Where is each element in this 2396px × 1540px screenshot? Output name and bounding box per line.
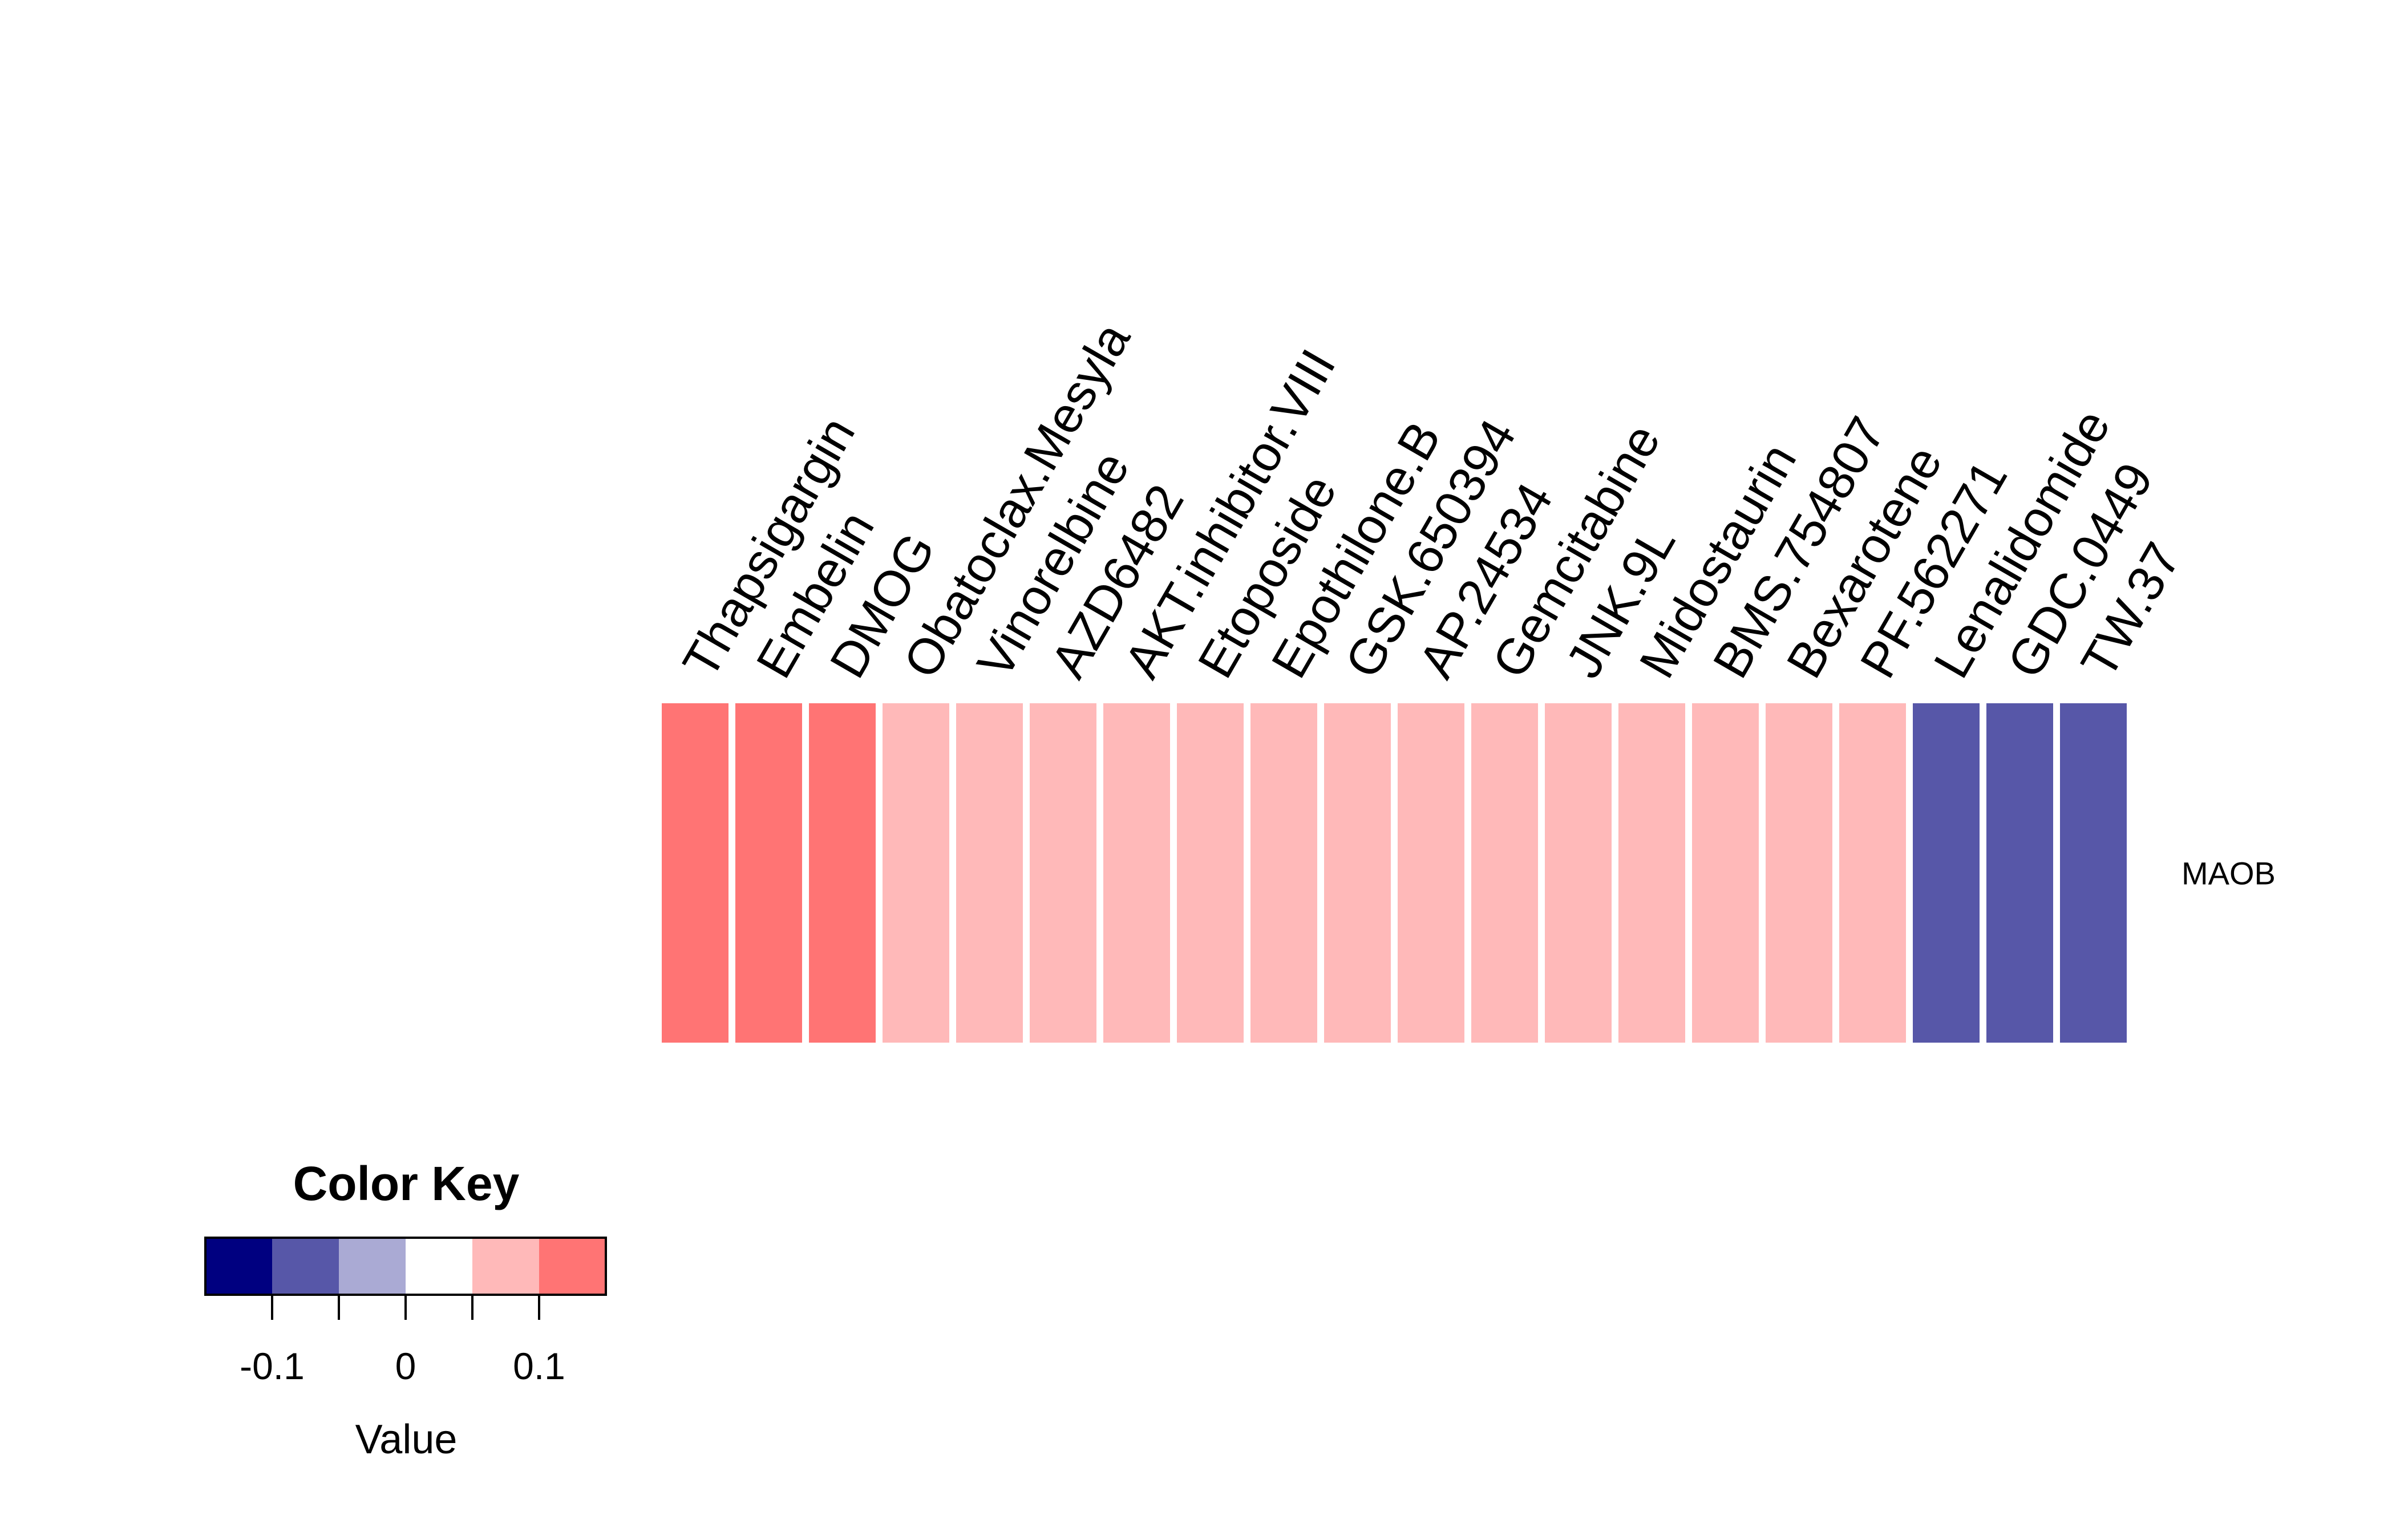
color-key-bin-3: [406, 1238, 472, 1295]
heatmap-cell-maob-dmog: [809, 703, 876, 1043]
color-key-bin-2: [339, 1238, 406, 1295]
color-key-bin-4: [472, 1238, 539, 1295]
heatmap-cell-maob-azd6482: [1030, 703, 1096, 1043]
heatmap-cell-maob-ap-24534: [1398, 703, 1464, 1043]
heatmap-cells: [662, 703, 2127, 1043]
column-labels: ThapsigarginEmbelinDMOGObatoclax.MesylaV…: [671, 313, 2191, 687]
heatmap-cell-maob-gsk-650394: [1324, 703, 1391, 1043]
heatmap-cell-maob-akt-inhibitor-viii: [1103, 703, 1170, 1043]
color-key-tick-label: 0: [395, 1345, 416, 1387]
color-key-tick-label: 0.1: [513, 1345, 565, 1387]
color-key-title: Color Key: [293, 1157, 520, 1210]
heatmap-cell-maob-obatoclax-mesyla: [883, 703, 949, 1043]
heatmap-cell-maob-gemcitabine: [1471, 703, 1538, 1043]
heatmap-cell-maob-bms-754807: [1692, 703, 1759, 1043]
color-key-bin-1: [272, 1238, 339, 1295]
color-key-axis-label: Value: [355, 1417, 458, 1462]
heatmap-cell-maob-vinorelbine: [956, 703, 1023, 1043]
row-label-maob: MAOB: [2182, 856, 2276, 891]
heatmap-cell-maob-gdc-0449: [1986, 703, 2053, 1043]
heatmap-cell-maob-embelin: [735, 703, 802, 1043]
heatmap-cell-maob-tw-37: [2060, 703, 2127, 1043]
color-key-bin-5: [539, 1238, 606, 1295]
heatmap-cell-maob-lenalidomide: [1913, 703, 1980, 1043]
heatmap-cell-maob-epothilone-b: [1250, 703, 1317, 1043]
heatmap-cell-maob-midostaurin: [1618, 703, 1685, 1043]
heatmap-cell-maob-pf-562271: [1839, 703, 1906, 1043]
color-key-ticks: -0.1 0 0.1: [240, 1295, 565, 1387]
color-key-tick-label: -0.1: [240, 1345, 305, 1387]
color-key-bins: [205, 1238, 606, 1295]
heatmap-cell-maob-jnk-9l: [1545, 703, 1612, 1043]
color-key: Color Key -0.1 0 0.1 Value: [204, 1157, 607, 1462]
heatmap-cell-maob-bexarotene: [1766, 703, 1832, 1043]
heatmap-cell-maob-thapsigargin: [662, 703, 728, 1043]
color-key-bin-0: [205, 1238, 272, 1295]
heatmap-cell-maob-etoposide: [1177, 703, 1244, 1043]
row-labels: MAOB: [2182, 856, 2276, 891]
